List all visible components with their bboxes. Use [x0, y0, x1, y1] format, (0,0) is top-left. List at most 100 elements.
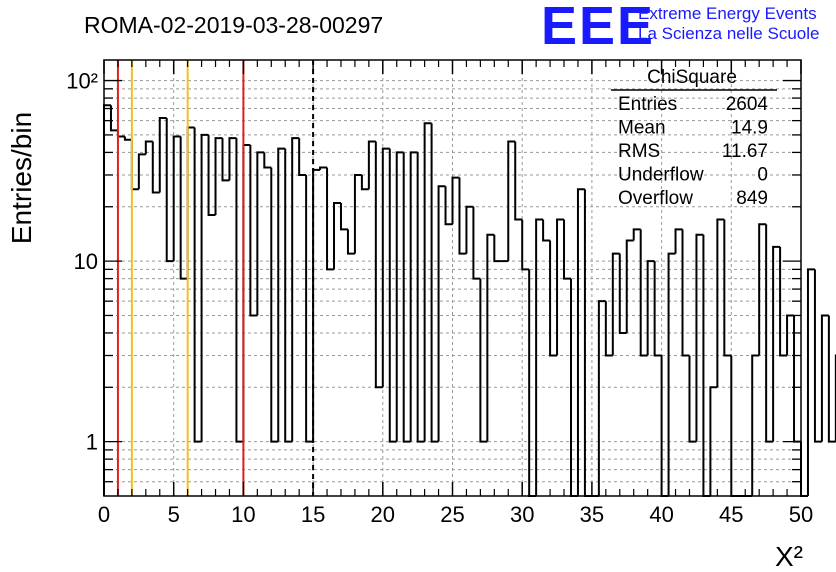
histogram-bin [458, 177, 467, 255]
x-tick-label: 15 [301, 502, 325, 527]
histogram-bin [514, 141, 523, 221]
stats-value: 0 [757, 165, 768, 186]
histogram-bin [597, 300, 606, 496]
histogram-bin [277, 147, 286, 442]
histogram-bin [556, 218, 565, 356]
histogram-bin [479, 278, 488, 443]
histogram-bin [319, 166, 328, 170]
histogram-bin [298, 138, 307, 176]
x-axis-title: X² [775, 541, 803, 572]
histogram-bin [549, 240, 558, 357]
x-tick-label: 45 [719, 502, 743, 527]
histogram-bin [158, 117, 167, 193]
histogram-bin [765, 224, 774, 443]
histogram-bin [646, 260, 655, 356]
histogram-bin [374, 141, 383, 389]
histogram [103, 104, 836, 497]
histogram-bin [681, 229, 690, 357]
y-tick-labels: 1 10 10² [66, 69, 98, 455]
stats-value: 11.67 [722, 141, 768, 162]
histogram-bin [409, 151, 418, 442]
histogram-bin [326, 167, 335, 271]
histogram-bin [109, 105, 118, 132]
histogram-bin [270, 167, 279, 443]
logo-letters: EEE [541, 0, 655, 56]
stats-value: 2604 [726, 94, 769, 115]
histogram-bin [507, 140, 516, 262]
histogram-bin [674, 228, 683, 254]
histogram-bin [305, 174, 314, 443]
histogram-bin [528, 269, 537, 497]
x-tick-label: 20 [371, 502, 395, 527]
histogram-bin [235, 138, 244, 443]
logo: EEE Extreme Energy Events La Scienza nel… [541, 0, 819, 56]
histogram-bin [535, 218, 544, 496]
stats-value: 14.9 [731, 118, 768, 139]
x-tick-label: 40 [649, 502, 673, 527]
histogram-bin [186, 126, 195, 279]
y-axis-title: Entries/bin [6, 112, 37, 244]
histogram-bin [165, 118, 174, 263]
grid [104, 60, 801, 496]
stats-title: ChiSquare [647, 67, 737, 88]
histogram-bin [437, 185, 446, 442]
x-tick-label: 30 [510, 502, 534, 527]
histogram-bin [130, 139, 139, 191]
histogram-bin [632, 228, 641, 241]
histogram-bin [688, 355, 697, 443]
histogram-bin [521, 219, 530, 271]
histogram-bin [563, 219, 571, 280]
histogram-bin [353, 173, 362, 254]
stats-label: Underflow [618, 165, 704, 186]
x-tick-label: 5 [168, 502, 180, 527]
histogram-bin [228, 137, 237, 181]
histogram-bin [772, 245, 781, 442]
histogram-bin [639, 229, 648, 357]
y-tick-label: 10 [74, 249, 98, 274]
histogram-bin [263, 152, 272, 169]
x-tick-label: 35 [580, 502, 604, 527]
histogram-bin [618, 253, 627, 334]
histogram-bin [291, 137, 300, 442]
histogram-bin [395, 151, 404, 442]
histogram-bin [723, 219, 732, 357]
histogram-bin [346, 229, 355, 255]
histogram-bin [465, 205, 474, 254]
stats-label: RMS [618, 141, 660, 162]
histogram-bin [249, 144, 258, 317]
histogram-bin [360, 174, 369, 191]
histogram-bin [653, 261, 662, 357]
histogram-bin [542, 219, 551, 242]
histogram-bin [256, 151, 265, 316]
histogram-bin [716, 218, 725, 388]
logo-line-2: La Scienza nelle Scuole [638, 24, 819, 43]
histogram-bin [576, 188, 585, 496]
histogram-bin [416, 152, 425, 443]
histogram-bin [312, 168, 321, 442]
histogram-bin [451, 176, 460, 225]
histogram-bin [751, 354, 760, 496]
logo-line-1: Extreme Energy Events [638, 4, 817, 23]
histogram-bin [137, 153, 146, 190]
histogram-bin [221, 138, 230, 182]
histogram-bin [242, 143, 251, 442]
histogram-bin [207, 134, 216, 217]
histogram-bin [144, 140, 153, 155]
histogram-bin [758, 223, 767, 356]
histogram-bin [388, 148, 397, 443]
histogram-bin [806, 268, 815, 496]
histogram-bin [214, 137, 223, 216]
histogram-bin [493, 234, 502, 263]
axis-ticks [103, 60, 802, 496]
histogram-bin [179, 136, 188, 280]
x-tick-label: 50 [789, 502, 813, 527]
histogram-bin [381, 147, 390, 388]
x-tick-label: 25 [440, 502, 464, 527]
histogram-bin [333, 201, 341, 270]
histogram-bin [813, 269, 822, 443]
histogram-bin [793, 315, 801, 443]
histogram-bin [604, 301, 613, 357]
y-tick-label: 10² [66, 69, 98, 94]
stats-rows: Entries 2604 Mean 14.9 RMS 11.67 Underflow 0 Ove… [618, 94, 768, 209]
